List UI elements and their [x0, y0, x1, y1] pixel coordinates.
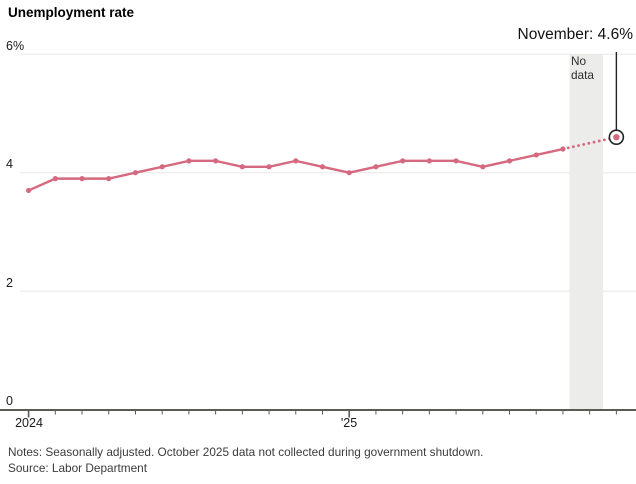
data-point-jun-2024	[159, 164, 165, 170]
data-point-jun-2025	[480, 164, 486, 170]
data-point-feb-2025	[373, 164, 379, 170]
data-point-may-2025	[453, 158, 459, 164]
no-data-band-label: No data	[571, 54, 601, 83]
data-point-mar-2025	[400, 158, 406, 164]
chart-title: Unemployment rate	[8, 5, 135, 20]
final-point-dot	[613, 133, 620, 141]
data-point-jul-2025	[506, 158, 513, 164]
data-point-apr-2025	[426, 158, 432, 164]
x-axis-label-2024: 2024	[15, 416, 43, 430]
data-point-oct-2024	[266, 164, 272, 170]
no-data-line2: data	[571, 67, 594, 82]
unemployment-series-line	[27, 147, 565, 192]
x-axis-line	[0, 409, 636, 411]
data-point-may-2024	[132, 170, 139, 176]
data-point-mar-2024	[79, 176, 85, 182]
y-axis-label-0: 0	[6, 394, 13, 408]
chart-source: Source: Labor Department	[8, 461, 148, 475]
data-point-jul-2024	[186, 158, 192, 164]
data-point-sep-2024	[239, 164, 245, 170]
data-point-sep-2025	[560, 146, 566, 152]
no-data-band	[569, 54, 603, 410]
data-point-jan-2025	[346, 170, 352, 176]
data-point-feb-2024	[52, 176, 58, 182]
chart-notes: Notes: Seasonally adjusted. October 2025…	[8, 445, 484, 459]
data-point-dec-2024	[319, 164, 326, 170]
y-axis-label-4: 4	[6, 157, 13, 171]
data-point-aug-2024	[213, 158, 219, 164]
data-point-jan-2024	[26, 187, 32, 194]
y-axis-label-2: 2	[6, 276, 13, 290]
data-point-nov-2024	[293, 158, 299, 164]
final-point-annotation: November: 4.6%	[517, 26, 633, 43]
no-data-line1: No	[571, 54, 587, 68]
x-axis-label-25: '25	[340, 416, 358, 430]
y-axis-label-6: 6%	[6, 39, 25, 53]
data-point-apr-2024	[106, 176, 112, 182]
data-point-aug-2025	[533, 152, 539, 158]
dotted-projection-line	[561, 135, 618, 151]
